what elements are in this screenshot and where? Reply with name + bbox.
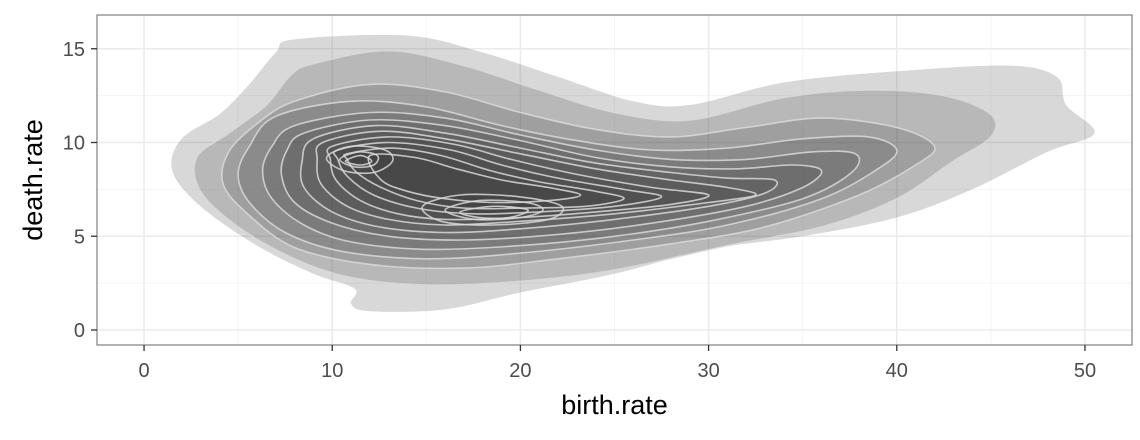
x-tick-label: 0: [138, 360, 149, 382]
x-tick-label: 50: [1074, 360, 1096, 382]
contour-line-level-3: [221, 83, 936, 270]
contour-line-level-8: [315, 130, 757, 226]
y-tick-label: 15: [63, 39, 85, 61]
contour-lines: [193, 49, 997, 286]
contour-line-level-15: [344, 154, 373, 166]
contour-line-level-13: [421, 193, 565, 226]
y-tick-label: 10: [63, 133, 85, 155]
contour-line-level-4: [237, 100, 898, 260]
contour-line-level-9: [326, 136, 710, 221]
contour-line-level-12: [367, 153, 582, 204]
y-axis-title: death.rate: [18, 119, 48, 241]
contour-line-level-6: [280, 118, 823, 241]
y-axis-ticks: 0 5 10 15: [63, 39, 97, 342]
contour-line-level-11: [342, 147, 625, 210]
density-band-level-13: [326, 145, 394, 174]
x-axis-title: birth.rate: [561, 390, 668, 420]
density-band-level-12: [368, 153, 581, 203]
contour-line-level-7: [299, 124, 778, 234]
density-band-level-3: [221, 84, 935, 269]
y-tick-label: 5: [74, 226, 85, 248]
contour-line-level-10: [332, 141, 663, 215]
x-tick-label: 10: [321, 360, 343, 382]
contour-line-level-15: [459, 205, 529, 220]
contour-line-level-5: [261, 111, 861, 251]
x-axis-ticks: 0 10 20 30 40 50: [138, 345, 1096, 382]
grid-major: [97, 15, 1132, 345]
contour-line-level-2: [193, 49, 997, 286]
grid-minor: [97, 15, 1132, 345]
contour-line-level-14: [444, 199, 544, 221]
contour-line-level-13: [325, 145, 394, 175]
density-band-level-2: [194, 50, 997, 286]
x-tick-label: 20: [509, 360, 531, 382]
density-band-level-5: [262, 112, 860, 250]
x-tick-label: 40: [886, 360, 908, 382]
panel-border: [96, 14, 1133, 346]
x-tick-label: 30: [697, 360, 719, 382]
contour-line-level-14: [339, 150, 380, 169]
y-tick-label: 0: [74, 320, 85, 342]
